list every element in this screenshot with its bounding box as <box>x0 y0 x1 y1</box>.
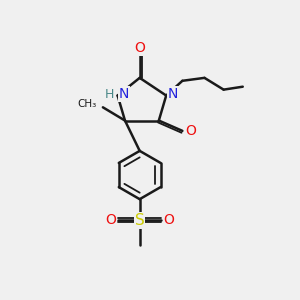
Text: H: H <box>105 88 114 100</box>
Text: N: N <box>119 87 130 101</box>
Text: N: N <box>168 87 178 101</box>
Text: S: S <box>135 213 145 228</box>
Text: O: O <box>164 213 175 227</box>
Text: O: O <box>134 41 145 55</box>
Text: CH₃: CH₃ <box>78 99 97 109</box>
Text: O: O <box>185 124 196 138</box>
Text: O: O <box>105 213 116 227</box>
